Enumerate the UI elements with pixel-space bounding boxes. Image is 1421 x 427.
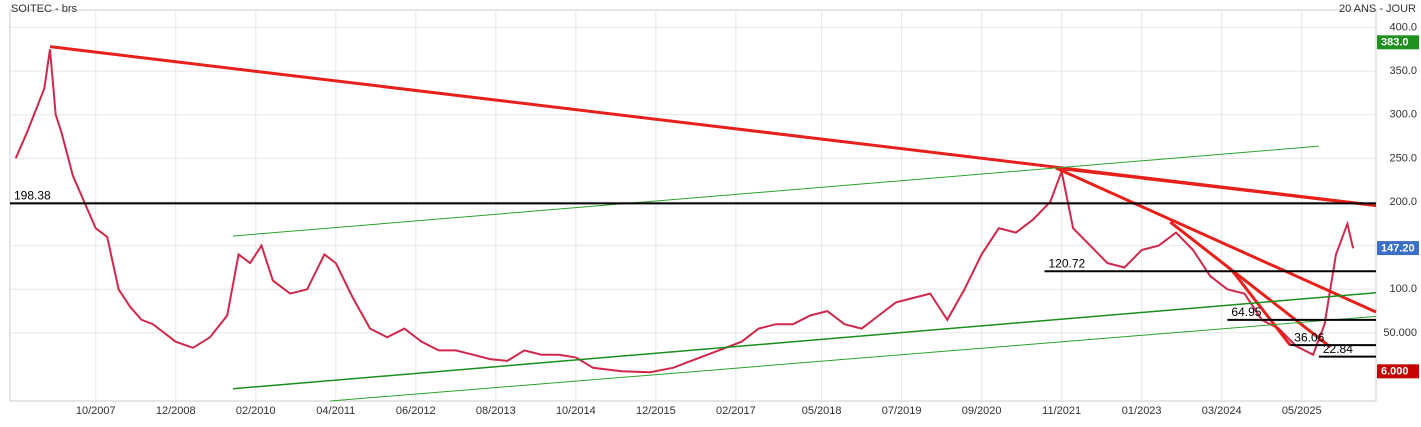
x-tick-label: 09/2020	[962, 405, 1002, 417]
x-tick-label: 02/2010	[236, 405, 276, 417]
price-tag-label: 383.0	[1381, 37, 1409, 49]
x-tick-label: 10/2007	[76, 405, 116, 417]
plot-area	[9, 9, 1377, 402]
y-tick-label: 350.0	[1389, 65, 1417, 77]
y-tick-label: 50.000	[1383, 327, 1417, 339]
x-tick-label: 03/2024	[1202, 405, 1242, 417]
price-tag-label: 147.20	[1381, 242, 1415, 254]
y-tick-label: 300.0	[1389, 109, 1417, 121]
price-line	[14, 49, 1355, 374]
y-tick-label: 400.0	[1389, 21, 1417, 33]
y-tick-label: 100.0	[1389, 283, 1417, 295]
y-tick-label: 200.0	[1389, 196, 1417, 208]
level-label: 64.95	[1231, 305, 1261, 319]
x-tick-label: 10/2014	[556, 405, 596, 417]
trend-line	[330, 315, 1377, 402]
x-tick-label: 08/2013	[476, 405, 516, 417]
chart-title: SOITEC - brs	[11, 3, 78, 15]
x-tick-label: 06/2012	[396, 405, 436, 417]
x-tick-label: 05/2025	[1282, 405, 1322, 417]
price-tag-label: 6.000	[1381, 366, 1409, 378]
price-tag	[1377, 241, 1419, 256]
x-tick-label: 05/2018	[802, 405, 842, 417]
chart-subtitle: 20 ANS - JOUR	[1339, 3, 1416, 15]
level-label: 120.72	[1049, 256, 1086, 270]
level-label: 36.06	[1294, 330, 1324, 344]
x-tick-label: 12/2015	[636, 405, 676, 417]
x-tick-label: 04/2011	[316, 405, 355, 417]
trend-line	[232, 145, 1319, 237]
trend-line	[1055, 166, 1377, 207]
x-tick-label: 01/2023	[1122, 405, 1162, 417]
x-tick-label: 02/2017	[716, 405, 756, 417]
x-tick-label: 11/2021	[1042, 405, 1081, 417]
trend-line	[1055, 166, 1377, 314]
level-label: 198.38	[14, 189, 51, 203]
trend-line	[1169, 220, 1332, 349]
x-tick-label: 12/2008	[156, 405, 196, 417]
level-label: 22.84	[1323, 342, 1353, 356]
trend-line	[232, 292, 1377, 390]
price-tag	[1377, 35, 1419, 50]
x-tick-label: 07/2019	[882, 405, 922, 417]
trend-line	[1231, 270, 1292, 347]
price-tag	[1377, 364, 1419, 379]
y-tick-label: 250.0	[1389, 152, 1417, 164]
